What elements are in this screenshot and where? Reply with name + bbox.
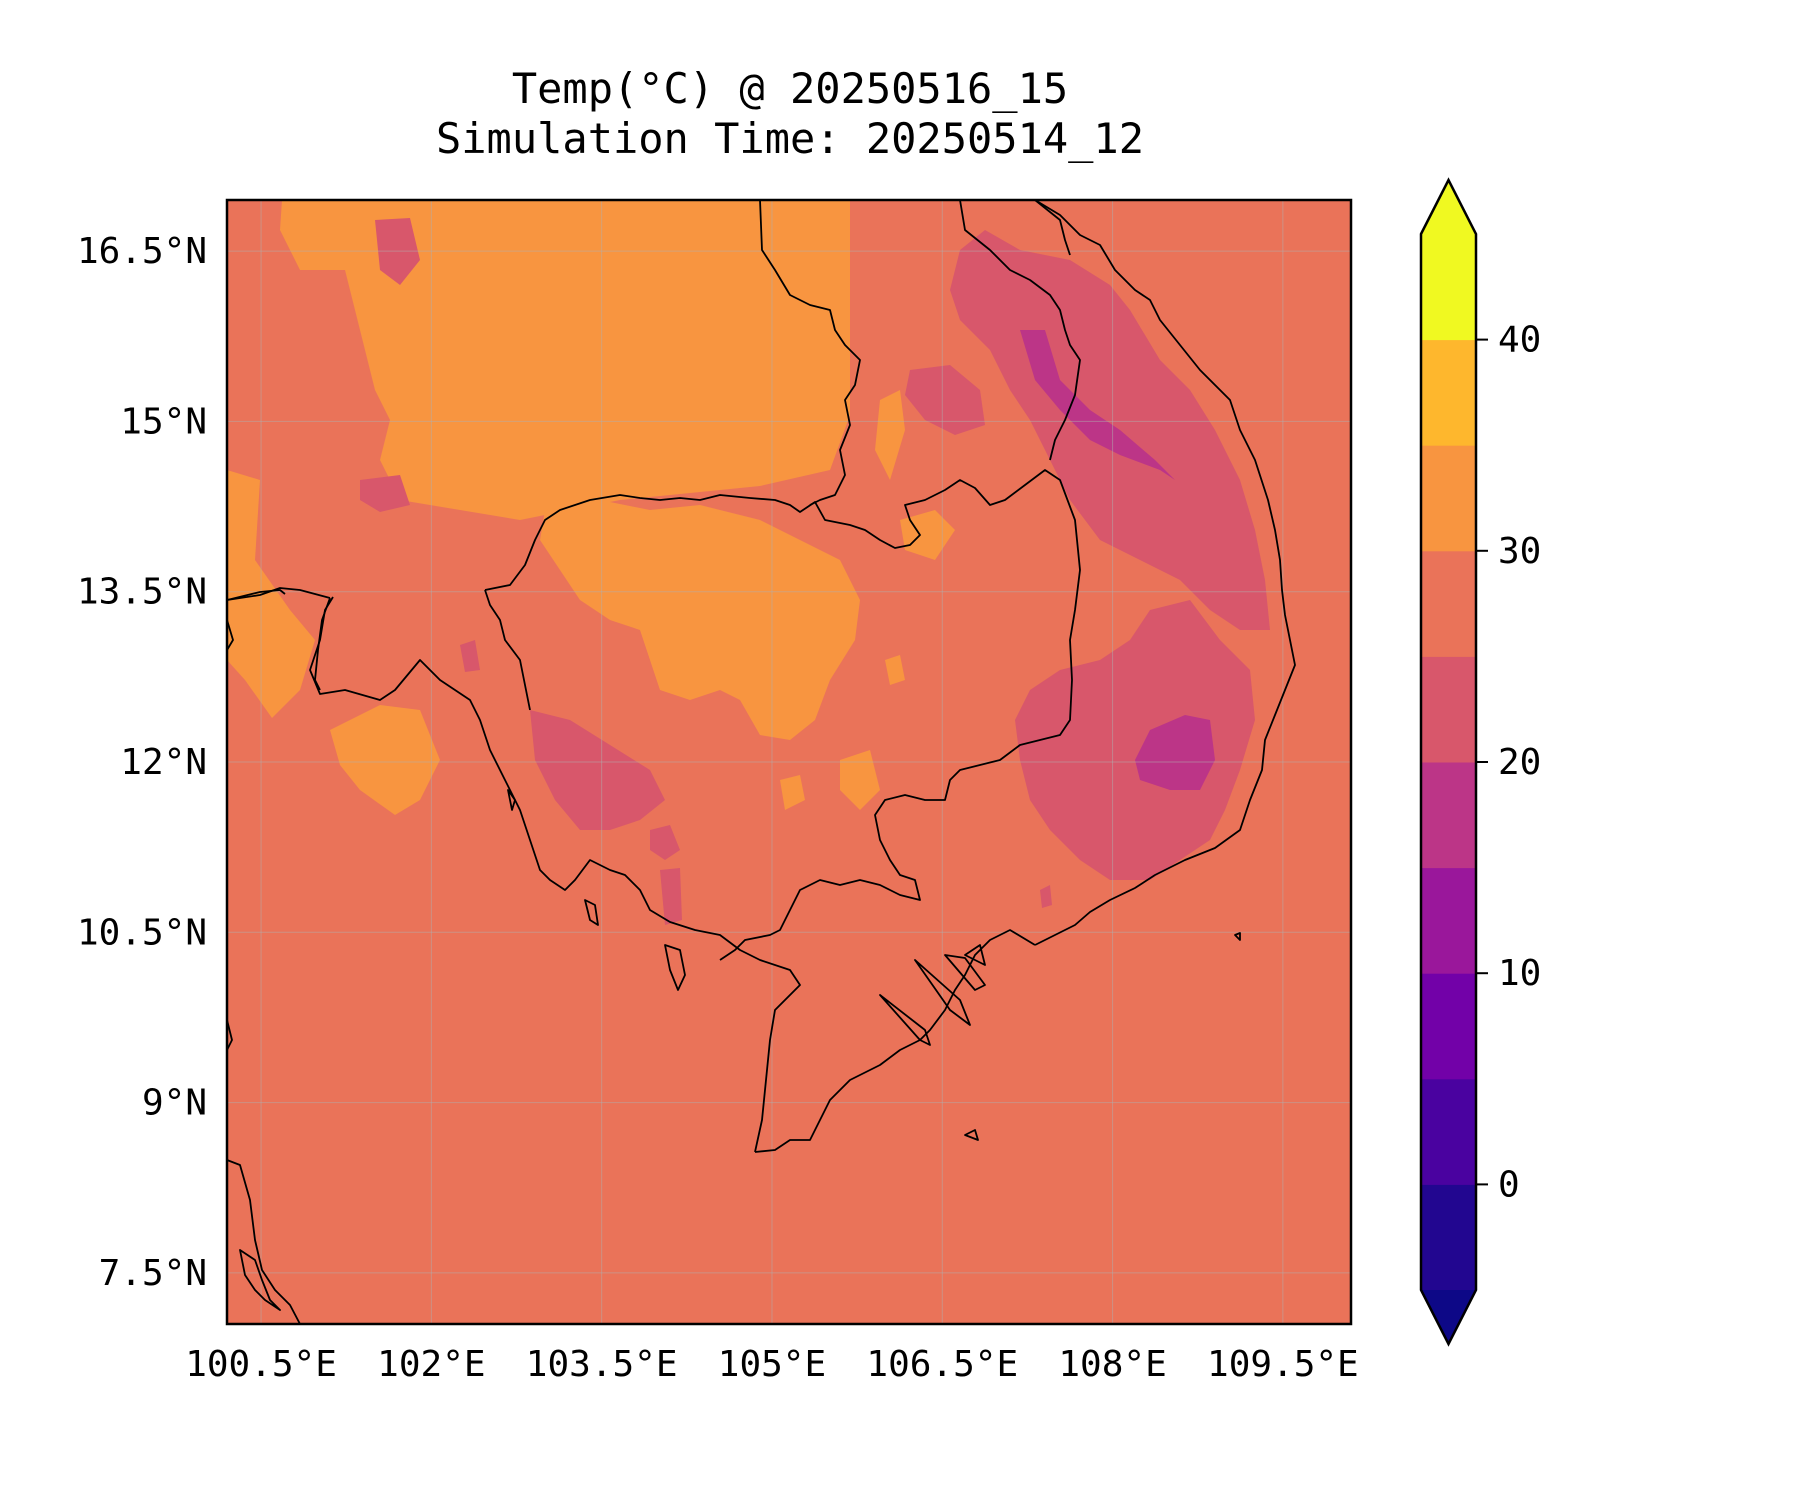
lon-tick-label: 108°E [1058, 1344, 1166, 1385]
lat-tick-label: 15°N [120, 401, 207, 442]
colorbar-segment [1421, 762, 1476, 869]
colorbar-segment [1421, 445, 1476, 552]
colorbar-outline [1419, 177, 1478, 1347]
coastlines-and-borders [227, 200, 1296, 1324]
colorbar-segment [1421, 234, 1476, 341]
warm-zone-30-35 [227, 200, 955, 815]
cool-zone-15-20 [1020, 330, 1215, 790]
lon-tick-label: 109.5°E [1207, 1344, 1359, 1385]
colorbar-segment [1421, 1184, 1476, 1291]
colorbar-tick-label: 20 [1498, 742, 1541, 783]
colorbar-tick-label: 30 [1498, 531, 1541, 572]
colorbar-segment [1421, 339, 1476, 446]
lat-tick-label: 9°N [142, 1083, 207, 1124]
colorbar-segment [1421, 867, 1476, 974]
lon-tick-label: 100.5°E [185, 1344, 337, 1385]
chart-title-line2: Simulation Time: 20250514_12 [435, 114, 1144, 163]
colorbar-extend-max [1421, 180, 1476, 234]
colorbar-segment [1421, 550, 1476, 657]
map-area [227, 200, 1351, 1324]
lon-tick-label: 102°E [377, 1344, 485, 1385]
latitude-tick-labels: 16.5°N 15°N 13.5°N 12°N 10.5°N 9°N 7.5°N [77, 231, 207, 1294]
colorbar-extend-min [1421, 1290, 1476, 1344]
map-frame [225, 198, 1353, 1326]
colorbar-tick-label: 40 [1498, 320, 1541, 361]
colorbar-segment [1421, 656, 1476, 763]
lon-tick-label: 106.5°E [866, 1344, 1018, 1385]
lat-tick-label: 13.5°N [77, 572, 207, 613]
colorbar-tick-label: 0 [1498, 1164, 1520, 1205]
colorbar-segment [1421, 1078, 1476, 1185]
longitude-tick-labels: 100.5°E 102°E 103.5°E 105°E 106.5°E 108°E 109.… [185, 1344, 1359, 1385]
lat-tick-label: 10.5°N [77, 912, 207, 953]
lat-tick-label: 7.5°N [99, 1253, 207, 1294]
lon-tick-label: 103.5°E [526, 1344, 678, 1385]
lat-tick-label: 16.5°N [77, 231, 207, 272]
lon-tick-label: 105°E [718, 1344, 826, 1385]
lat-lon-grid [227, 200, 1351, 1324]
colorbar: 0 10 20 30 40 [1419, 177, 1541, 1347]
colorbar-tick-label: 10 [1498, 953, 1541, 994]
colorbar-segment [1421, 973, 1476, 1080]
lat-tick-label: 12°N [120, 742, 207, 783]
chart-title-line1: Temp(°C) @ 20250516_15 [511, 64, 1069, 113]
